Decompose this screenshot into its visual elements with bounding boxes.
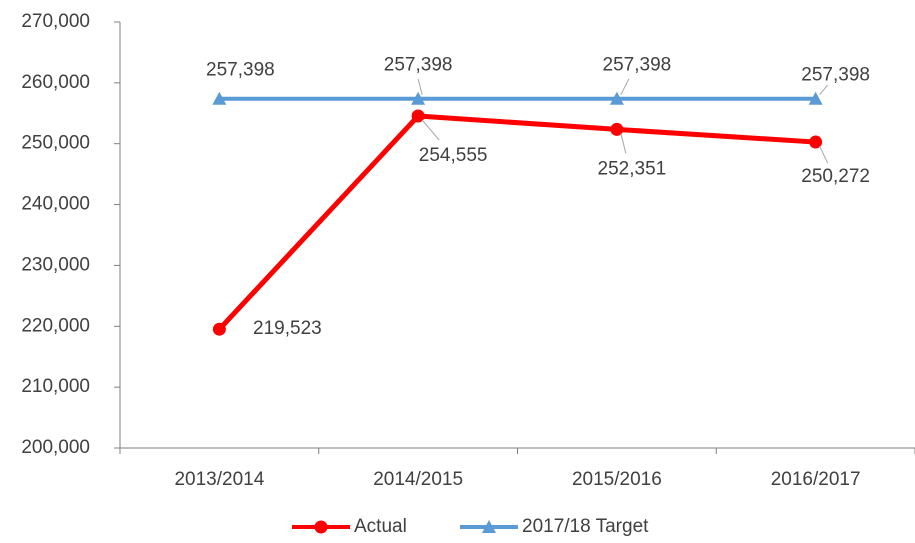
- point-marker: [609, 91, 624, 105]
- x-tick-label: 2015/2016: [572, 469, 662, 490]
- point-marker: [809, 135, 823, 149]
- data-label: 257,398: [206, 60, 275, 81]
- y-tick-label: 220,000: [21, 315, 90, 336]
- y-tick-label: 270,000: [21, 11, 90, 32]
- data-label: 257,398: [384, 55, 453, 76]
- data-label: 252,351: [598, 158, 667, 179]
- label-leader: [819, 145, 829, 164]
- y-tick-label: 240,000: [21, 194, 90, 215]
- legend-marker: [482, 520, 496, 533]
- y-tick-label: 260,000: [21, 72, 90, 93]
- point-marker: [411, 91, 426, 105]
- label-leader: [620, 133, 627, 154]
- legend-label: Actual: [354, 516, 407, 537]
- point-marker: [411, 109, 425, 123]
- label-leader: [417, 78, 423, 95]
- data-label: 254,555: [419, 145, 488, 166]
- x-tick-label: 2013/2014: [174, 469, 264, 490]
- label-leader: [620, 78, 630, 95]
- point-marker: [212, 91, 227, 105]
- data-label: 250,272: [801, 166, 870, 187]
- point-marker: [808, 91, 823, 105]
- data-label: 257,398: [603, 55, 672, 76]
- label-leader: [819, 84, 829, 96]
- point-marker: [610, 122, 624, 136]
- point-marker: [212, 322, 226, 336]
- label-leader: [421, 119, 440, 141]
- y-tick-label: 230,000: [21, 254, 90, 275]
- x-tick-label: 2014/2015: [373, 469, 463, 490]
- legend-marker: [314, 520, 328, 534]
- y-tick-label: 250,000: [21, 133, 90, 154]
- data-label: 257,398: [801, 65, 870, 86]
- y-tick-label: 210,000: [21, 376, 90, 397]
- data-label: 219,523: [253, 318, 322, 339]
- series-line: [217, 113, 816, 331]
- legend-label: 2017/18 Target: [522, 516, 649, 537]
- y-tick-label: 200,000: [21, 437, 90, 458]
- x-tick-label: 2016/2017: [771, 469, 861, 490]
